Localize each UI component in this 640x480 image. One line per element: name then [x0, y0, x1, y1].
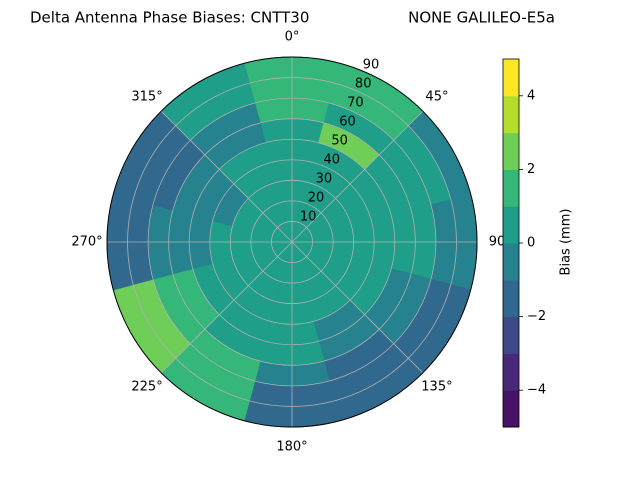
colorbar-band: [503, 206, 519, 244]
colorbar-tick-label: −2: [527, 309, 546, 324]
r-tick-label: 30: [316, 172, 333, 187]
grid-spoke: [291, 241, 424, 374]
colorbar-tick-label: 4: [527, 88, 535, 103]
colorbar-band: [503, 353, 519, 391]
colorbar-band: [503, 95, 519, 134]
r-tick-label: 70: [347, 96, 364, 111]
colorbar-band: [503, 132, 519, 170]
theta-tick-label: 180°: [276, 440, 307, 455]
r-tick-label: 80: [355, 77, 372, 92]
r-tick-label: 90: [363, 58, 380, 73]
colorbar-band: [503, 59, 519, 97]
theta-tick-label: 90: [489, 235, 506, 250]
plot-border: [106, 56, 478, 428]
r-tick-label: 10: [300, 210, 317, 225]
colorbar-band: [503, 316, 519, 354]
colorbar-tick-label: −4: [527, 383, 546, 398]
r-tick-label: 60: [339, 115, 356, 130]
grid-spoke: [160, 241, 293, 374]
theta-tick-label: 0°: [285, 30, 300, 45]
grid-spoke: [160, 110, 293, 243]
colorbar-band: [503, 279, 519, 318]
colorbar-band: [503, 390, 519, 428]
chart-title: Delta Antenna Phase Biases: CNTT30: [30, 9, 309, 27]
colorbar-band: [503, 243, 519, 281]
r-tick-label: 40: [323, 153, 340, 168]
theta-tick-label: 270°: [71, 235, 102, 250]
r-tick-label: 50: [331, 134, 348, 149]
r-tick-label: 20: [308, 191, 325, 206]
theta-tick-label: 135°: [421, 379, 452, 394]
grid-spoke: [291, 110, 424, 243]
theta-tick-label: 315°: [131, 90, 162, 105]
colorbar-tick-label: 0: [527, 236, 535, 251]
colorbar-tick-label: 2: [527, 162, 535, 177]
colorbar-band: [503, 169, 519, 207]
colorbar-label: Bias (mm): [559, 209, 574, 276]
chart-subtitle: NONE GALILEO-E5a: [408, 9, 555, 27]
theta-tick-label: 45°: [425, 90, 448, 105]
theta-tick-label: 225°: [131, 379, 162, 394]
